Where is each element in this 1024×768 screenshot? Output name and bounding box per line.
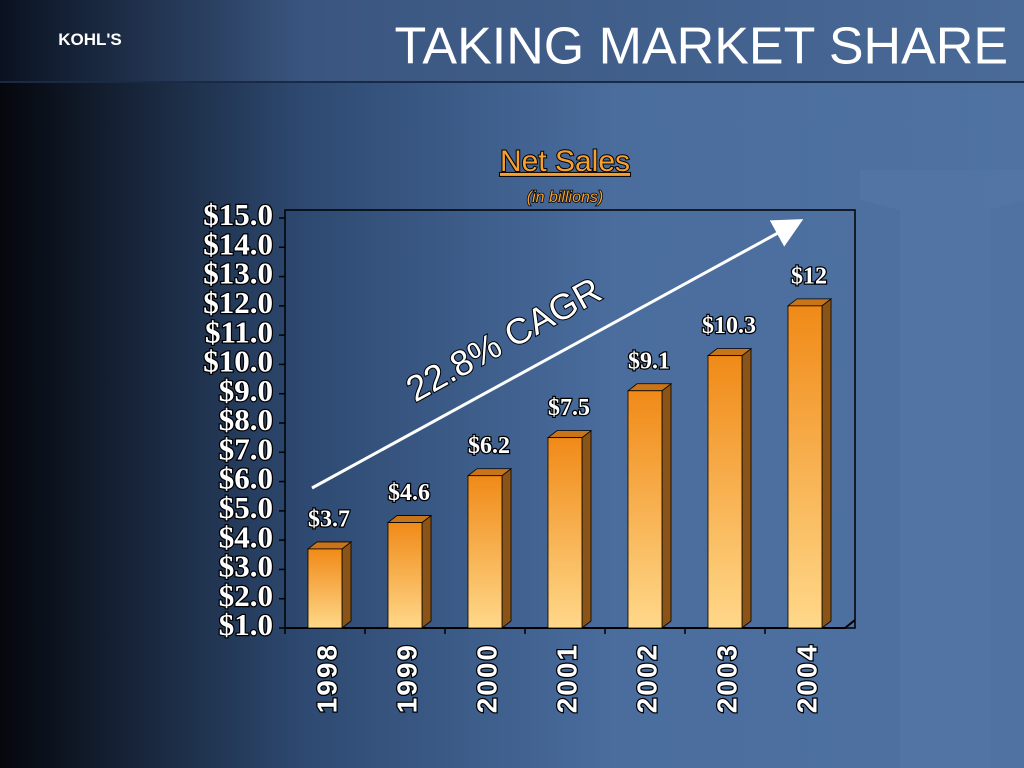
bar (307, 548, 343, 629)
value-label: $7.5 (548, 395, 590, 421)
value-label: $4.6 (388, 480, 430, 506)
bar-side (341, 541, 352, 629)
value-label: $6.2 (468, 433, 510, 459)
bar (387, 522, 423, 629)
value-label: $9.1 (628, 348, 670, 374)
x-tick-label: 2003 (711, 643, 742, 713)
value-label: $3.7 (308, 506, 350, 532)
slide-title: TAKING MARKET SHARE (394, 18, 1008, 76)
bar (627, 390, 663, 629)
y-tick-label: $5.0 (219, 490, 273, 525)
bar (787, 305, 823, 629)
x-tick-label: 2001 (551, 643, 582, 713)
y-tick-label: $8.0 (219, 402, 273, 437)
bar (547, 437, 583, 629)
y-tick-label: $9.0 (219, 373, 273, 408)
x-tick-label: 2000 (471, 643, 502, 713)
bar-side (661, 382, 672, 629)
bar-side (581, 429, 592, 629)
y-tick-label: $2.0 (219, 578, 273, 613)
logo: KOHL'S (58, 30, 122, 49)
bar (707, 355, 743, 629)
y-tick-label: $14.0 (203, 226, 273, 261)
bar-side (501, 467, 512, 629)
y-tick-label: $3.0 (219, 549, 273, 584)
chart-subtitle: (in billions) (527, 189, 603, 206)
value-label: $12 (791, 263, 827, 289)
y-tick-label: $10.0 (203, 344, 273, 379)
x-tick-label: 1998 (311, 643, 342, 713)
bar-side (741, 347, 752, 629)
x-tick-label: 2004 (791, 643, 822, 713)
y-tick-label: $13.0 (203, 256, 273, 291)
watermark (860, 170, 1024, 768)
x-tick-label: 1999 (391, 643, 422, 713)
y-tick-label: $1.0 (219, 607, 273, 642)
value-label: $10.3 (702, 313, 756, 339)
trend-arrow (311, 219, 804, 490)
bar (467, 475, 503, 629)
chart-title: Net Sales (500, 145, 630, 178)
y-tick-label: $15.0 (203, 197, 273, 232)
header-band (0, 0, 1024, 82)
bar-side (821, 298, 832, 629)
y-tick-label: $6.0 (219, 461, 273, 496)
y-tick-label: $12.0 (203, 285, 273, 320)
y-tick-label: $11.0 (205, 314, 273, 349)
bar-side (421, 514, 432, 629)
y-tick-label: $7.0 (219, 431, 273, 466)
x-tick-label: 2002 (631, 643, 662, 713)
y-tick-label: $4.0 (219, 519, 273, 554)
